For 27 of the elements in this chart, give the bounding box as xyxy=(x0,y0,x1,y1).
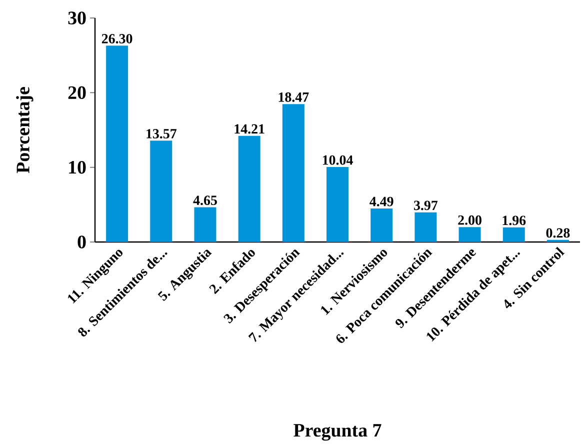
data-label: 2.00 xyxy=(458,215,482,225)
bar xyxy=(106,46,128,242)
bar xyxy=(282,104,304,242)
data-label: 1.96 xyxy=(502,216,526,226)
bar xyxy=(414,212,437,242)
x-axis-title: Pregunta 7 xyxy=(294,424,382,441)
data-label: 26.30 xyxy=(102,34,132,44)
bar xyxy=(370,208,393,242)
data-label: 13.57 xyxy=(146,129,176,138)
data-label: 4.65 xyxy=(193,196,217,206)
data-label: 10.04 xyxy=(322,155,353,165)
bar xyxy=(502,227,525,242)
y-tick-label: 20 xyxy=(68,86,86,100)
bar xyxy=(194,207,216,242)
data-label: 18.47 xyxy=(278,92,309,102)
y-tick-label: 10 xyxy=(69,160,86,174)
data-label: 4.49 xyxy=(370,196,394,206)
bar xyxy=(326,167,349,242)
bar xyxy=(458,227,481,242)
y-tick-label: 30 xyxy=(68,12,86,24)
y-axis-title: Porcentaje xyxy=(16,87,34,174)
data-label: 3.97 xyxy=(414,200,438,210)
bar xyxy=(150,140,172,242)
data-label: 0.28 xyxy=(546,228,570,238)
data-label: 14.21 xyxy=(234,124,264,134)
bar xyxy=(238,136,260,242)
y-tick-label: 0 xyxy=(78,236,86,248)
